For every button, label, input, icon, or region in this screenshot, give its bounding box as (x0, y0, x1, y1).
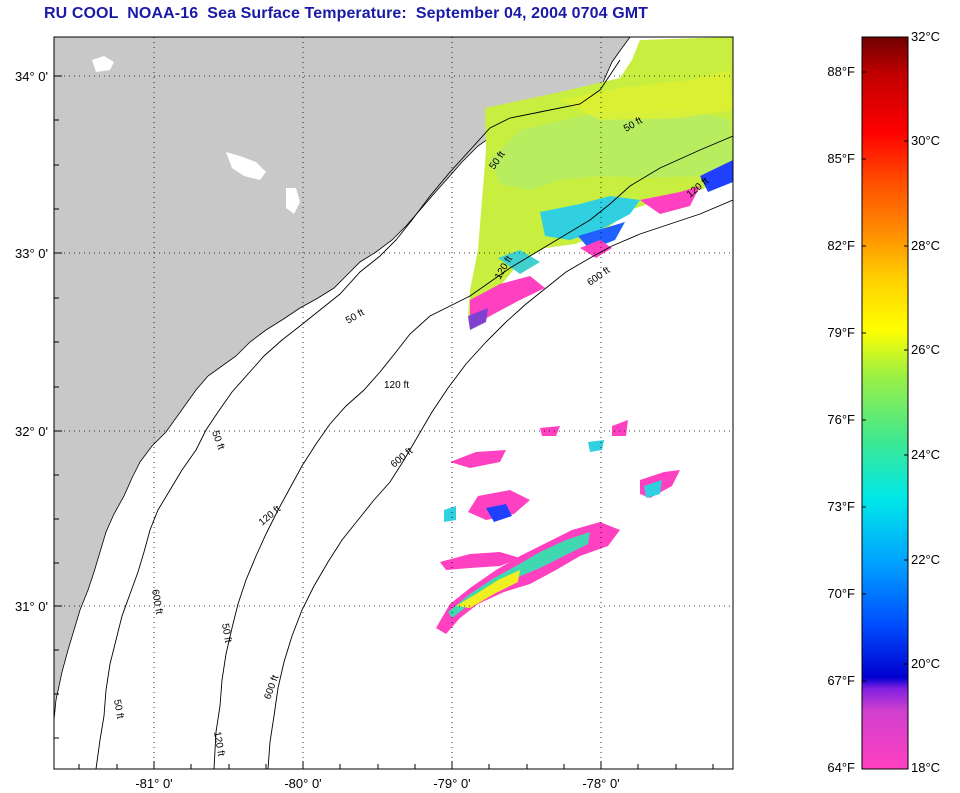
lat-label: 32° 0' (15, 424, 48, 439)
colorbar-label-f: 76°F (799, 412, 855, 427)
colorbar-label-f: 73°F (799, 499, 855, 514)
lon-label: -78° 0' (582, 776, 619, 791)
lon-label: -81° 0' (135, 776, 172, 791)
lon-label: -79° 0' (433, 776, 470, 791)
colorbar (862, 37, 908, 769)
colorbar-label-c: 22°C (911, 552, 940, 567)
colorbar-label-c: 26°C (911, 342, 940, 357)
colorbar-label-f: 67°F (799, 673, 855, 688)
colorbar-label-f: 79°F (799, 325, 855, 340)
colorbar-label-f: 70°F (799, 586, 855, 601)
colorbar-label-f: 64°F (799, 760, 855, 775)
colorbar-label-c: 30°C (911, 133, 940, 148)
colorbar-label-c: 24°C (911, 447, 940, 462)
colorbar-label-c: 18°C (911, 760, 940, 775)
lat-label: 33° 0' (15, 246, 48, 261)
colorbar-label-c: 28°C (911, 238, 940, 253)
colorbar-label-f: 82°F (799, 238, 855, 253)
colorbar-label-f: 88°F (799, 64, 855, 79)
lat-label: 31° 0' (15, 599, 48, 614)
lat-label: 34° 0' (15, 69, 48, 84)
contour-label: 120 ft (384, 380, 409, 391)
colorbar-label-c: 32°C (911, 29, 940, 44)
colorbar-label-c: 20°C (911, 656, 940, 671)
lon-label: -80° 0' (284, 776, 321, 791)
colorbar-label-f: 85°F (799, 151, 855, 166)
